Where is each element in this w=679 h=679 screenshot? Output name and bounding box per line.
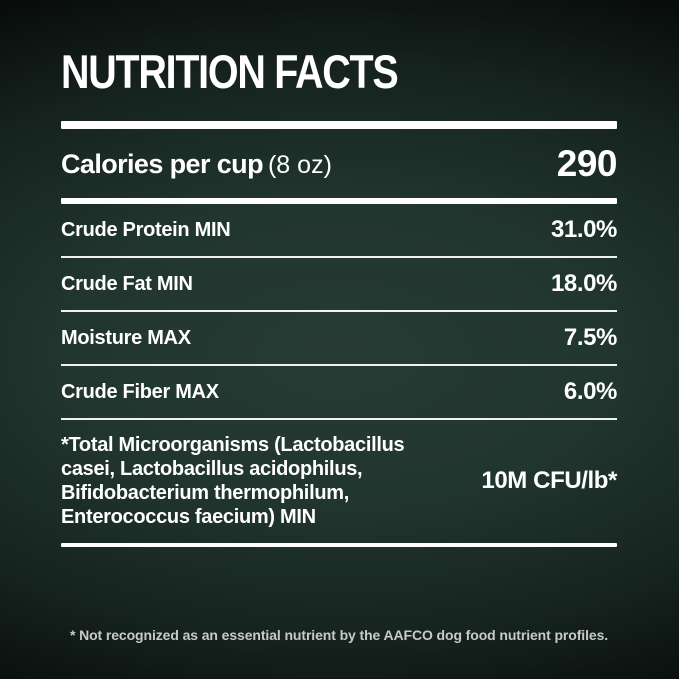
- nutrient-label: *Total Microorganisms (Lactobacillus cas…: [61, 434, 405, 528]
- nutrient-row-moisture: Moisture MAX 7.5%: [61, 312, 617, 366]
- page-title: NUTRITION FACTS: [61, 45, 399, 98]
- nutrient-value: 18.0%: [550, 270, 617, 297]
- calories-label: Calories per cup: [61, 148, 264, 179]
- nutrient-label: Crude Protein MIN: [61, 219, 231, 241]
- nutrient-label: Crude Fat MIN: [61, 273, 193, 295]
- divider-thick-bottom: [61, 543, 617, 547]
- divider-thick-mid: [61, 198, 617, 204]
- nutrient-row-crude-fiber: Crude Fiber MAX 6.0%: [61, 366, 617, 420]
- nutrient-value: 31.0%: [550, 216, 617, 243]
- label-content: NUTRITION FACTS Calories per cup (8 oz) 2…: [61, 0, 618, 643]
- nutrient-value: 7.5%: [563, 324, 618, 351]
- nutrient-value: 10M CFU/lb*: [481, 467, 617, 494]
- calories-unit: (8 oz): [267, 150, 332, 179]
- nutrient-label: Crude Fiber MAX: [61, 381, 219, 403]
- nutrient-value: 6.0%: [563, 378, 618, 405]
- nutrient-row-total-microorganisms: *Total Microorganisms (Lactobacillus cas…: [61, 420, 617, 543]
- divider-thick-top: [61, 121, 617, 129]
- nutrient-row-crude-fat: Crude Fat MIN 18.0%: [61, 258, 617, 312]
- calories-label-group: Calories per cup (8 oz): [61, 149, 332, 180]
- nutrient-row-crude-protein: Crude Protein MIN 31.0%: [61, 204, 617, 258]
- aafco-footnote: * Not recognized as an essential nutrien…: [69, 627, 609, 643]
- nutrient-label: Moisture MAX: [61, 327, 191, 349]
- calories-row: Calories per cup (8 oz) 290: [61, 129, 618, 198]
- calories-value: 290: [556, 143, 618, 184]
